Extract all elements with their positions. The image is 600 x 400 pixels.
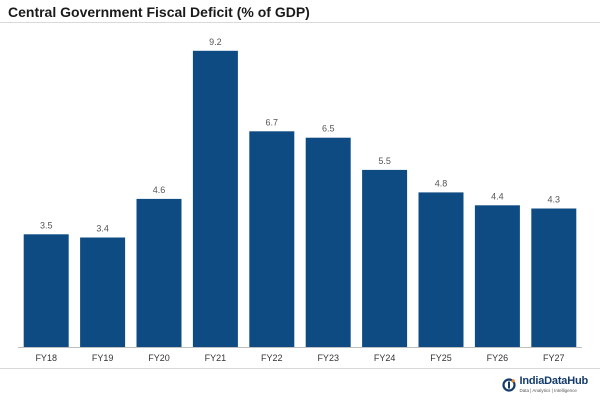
- tick-label-fy20: FY20: [148, 353, 170, 363]
- bar-fy23: [305, 137, 351, 347]
- bar-fy19: [80, 237, 126, 347]
- value-label-fy20: 4.6: [153, 185, 166, 195]
- bar-fy21: [192, 50, 238, 348]
- bar-chart: 3.5 3.44.69.26.76.55.54.84.4 4.3 FY18 FY19 F…: [18, 37, 582, 363]
- value-label-fy19: 3.4: [96, 224, 109, 234]
- tick-label-fy26: FY26: [487, 353, 509, 363]
- x-tick-labels: FY18 FY19 FY20 FY21 FY22 FY23 FY24 FY25 FY26 FY27: [35, 353, 564, 363]
- chart-title: Central Government Fiscal Deficit (% of …: [8, 4, 310, 20]
- title-divider: [0, 22, 600, 23]
- value-label-fy26: 4.4: [491, 191, 504, 201]
- value-labels: 3.5 3.4 4.6 9.2 6.7 6.5 5.5 4.8 4.4 4.3: [40, 37, 560, 234]
- bar-fy25: [418, 192, 464, 347]
- bar-fy24: [362, 169, 408, 347]
- value-label-fy23: 6.5: [322, 124, 335, 134]
- brand-logo: IndiaDataHub Data | Analytics | Intellig…: [501, 375, 589, 394]
- bar-series: [23, 50, 577, 348]
- tick-label-fy19: FY19: [92, 353, 114, 363]
- tick-label-fy18: FY18: [35, 353, 57, 363]
- tick-label-fy21: FY21: [205, 353, 227, 363]
- value-label-fy22: 6.7: [266, 117, 279, 127]
- brand-tagline: Data | Analytics | Intelligence: [519, 388, 577, 393]
- value-label-fy27: 4.3: [548, 195, 561, 205]
- tick-label-fy25: FY25: [430, 353, 452, 363]
- value-label-fy18: 3.5: [40, 220, 53, 230]
- tick-label-fy27: FY27: [543, 353, 565, 363]
- tick-label-fy22: FY22: [261, 353, 283, 363]
- bar-fy26: [474, 205, 520, 347]
- brand-name: IndiaDataHub: [519, 375, 589, 387]
- footer-divider: [0, 368, 600, 369]
- bar-fy18: [23, 234, 69, 347]
- indiadatahub-logo-icon: [501, 378, 516, 392]
- bar-fy27: [531, 208, 577, 347]
- value-label-fy25: 4.8: [435, 178, 448, 188]
- bar-fy20: [136, 198, 182, 347]
- bar-fy22: [249, 131, 295, 347]
- tick-label-fy24: FY24: [374, 353, 396, 363]
- value-label-fy24: 5.5: [378, 156, 391, 166]
- tick-label-fy23: FY23: [317, 353, 339, 363]
- value-label-fy21: 9.2: [209, 37, 222, 47]
